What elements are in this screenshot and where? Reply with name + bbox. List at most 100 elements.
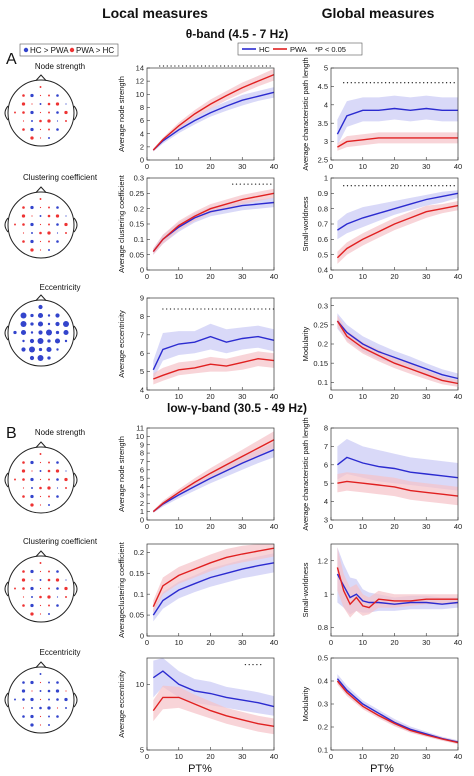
y-tick-label: 3 [324, 137, 328, 146]
head-outline [7, 446, 75, 514]
electrode-dot [30, 494, 34, 499]
electrode-dot [30, 714, 34, 719]
electrode-dot [47, 689, 51, 693]
head-nose [35, 550, 47, 557]
significance-dot [193, 65, 195, 67]
electrode-dot [48, 249, 50, 251]
significance-dot [200, 308, 202, 310]
electrode-dot [63, 321, 69, 327]
y-tick-label: 0.25 [313, 320, 328, 329]
significance-dot [166, 65, 168, 67]
x-tick-label: 40 [454, 162, 462, 171]
electrode-dot [22, 206, 25, 209]
significance-dot [265, 65, 268, 67]
y-axis-label: Averageclustering coefficient [117, 541, 126, 638]
significance-dot [343, 185, 345, 187]
electrode-dot [21, 347, 26, 352]
significance-dot [234, 308, 236, 310]
significance-dot [196, 308, 198, 310]
electrode-dot [65, 487, 67, 489]
electrode-dot [56, 495, 59, 498]
significance-dot [373, 185, 375, 187]
electrode-dot [48, 715, 50, 718]
significance-dot [392, 82, 394, 84]
electrode-dot [39, 504, 42, 506]
electrode-dot [30, 110, 34, 115]
significance-dot [381, 185, 383, 187]
x-tick-label: 30 [238, 752, 246, 761]
significance-dot [369, 185, 372, 187]
significance-dot [350, 82, 352, 84]
significance-dot [415, 185, 417, 187]
electrode-dot [31, 707, 33, 709]
head-right-ear [73, 581, 78, 597]
significance-dot [246, 65, 248, 67]
significance-dot [404, 185, 406, 187]
x-tick-label: 20 [206, 522, 214, 531]
electrode-dot [30, 697, 34, 702]
y-tick-label: 0.6 [318, 235, 328, 244]
y-tick-label: 0.4 [318, 266, 328, 275]
significance-dot [438, 82, 440, 84]
head-right-ear [73, 325, 78, 341]
y-tick-label: 7 [140, 457, 144, 466]
legend-pwa: PWA [290, 45, 307, 54]
head-left-ear [4, 325, 9, 341]
significance-dot [226, 308, 229, 310]
head-legend-pwa: PWA > HC [76, 46, 114, 55]
head-left-ear [4, 692, 9, 708]
electrode-dot [38, 330, 43, 335]
head-title-node-strength-theta: Node strength [35, 62, 85, 71]
electrode-dot [55, 330, 60, 335]
significance-dot [243, 183, 245, 185]
y-tick-label: 0.2 [134, 548, 144, 557]
y-tick-label: 0.2 [134, 204, 144, 213]
electrode-dot [65, 120, 67, 122]
significance-dot [426, 185, 429, 187]
y-tick-label: 4.5 [318, 82, 328, 91]
electrode-dot [39, 570, 42, 573]
ci-band-pwa [337, 132, 458, 151]
significance-dot [211, 308, 214, 310]
electrode-dot [22, 240, 25, 243]
x-tick-label: 40 [270, 752, 278, 761]
head-title-eccentricity-theta: Eccentricity [40, 283, 81, 292]
global-measures-header: Global measures [322, 5, 435, 21]
electrode-dot [39, 706, 42, 710]
electrode-dot [31, 470, 33, 472]
electrode-dot [31, 103, 33, 105]
series-line-hc [152, 91, 275, 151]
electrode-dot [39, 94, 42, 97]
y-tick-label: 0.05 [129, 250, 144, 259]
electrode-dot [29, 355, 35, 361]
y-tick-label: 0.1 [318, 746, 328, 755]
electrode-dot [55, 214, 60, 218]
x-tick-label: 0 [145, 638, 149, 647]
y-axis-label: Average characteristic path length [301, 57, 310, 170]
electrode-dot [22, 495, 25, 498]
electrode-dot [21, 214, 26, 218]
significance-dot [392, 185, 394, 187]
y-tick-label: 6 [140, 465, 144, 474]
electrode-dot [54, 338, 61, 344]
electrode-dot [48, 604, 50, 607]
y-tick-label: 9 [140, 294, 144, 303]
y-tick-label: 4 [140, 386, 144, 395]
line-legend: HC PWA *P < 0.05 [237, 42, 363, 56]
electrode-dot [22, 339, 25, 343]
electrode-dot [31, 690, 33, 692]
ci-band-hc [153, 87, 274, 152]
x-tick-label: 20 [390, 752, 398, 761]
y-axis-label: Modularity [301, 686, 310, 721]
x-tick-label: 10 [175, 522, 183, 531]
head-left-ear [4, 217, 9, 233]
x-tick-label: 10 [175, 162, 183, 171]
electrode-dot [39, 478, 42, 481]
significance-dot [219, 308, 221, 310]
head-nose [35, 661, 47, 668]
significance-dot [239, 65, 241, 67]
electrode-dot [48, 495, 50, 498]
electrode-dot [63, 329, 69, 336]
x-tick-label: 0 [329, 638, 333, 647]
y-tick-label: 10 [136, 432, 144, 441]
